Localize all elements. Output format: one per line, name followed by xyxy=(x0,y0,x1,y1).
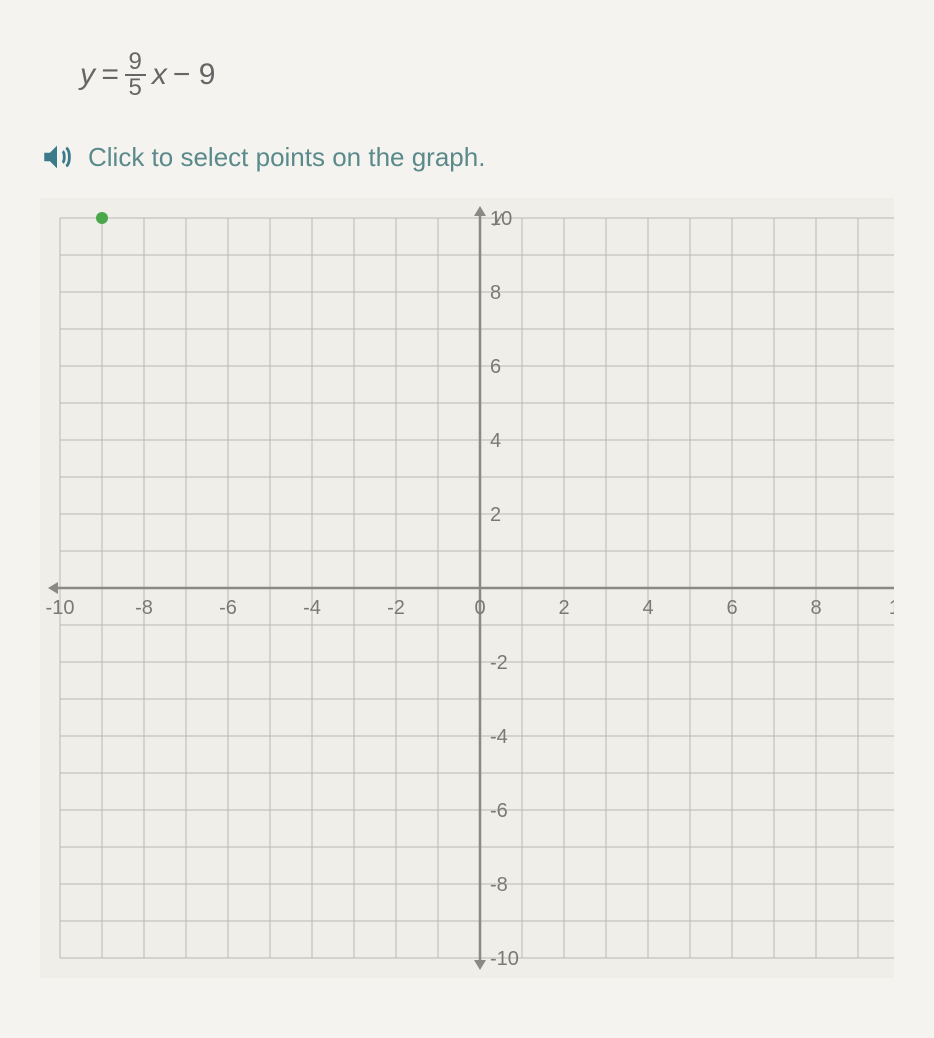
fraction-denominator: 5 xyxy=(125,76,146,100)
y-axis-label: y xyxy=(493,209,503,226)
y-tick-label: -8 xyxy=(490,874,508,896)
instruction-row: Click to select points on the graph. xyxy=(40,140,894,174)
x-tick-label: 4 xyxy=(642,597,653,619)
plotted-point[interactable] xyxy=(96,212,108,224)
y-tick-label: -6 xyxy=(490,800,508,822)
y-tick-label: 8 xyxy=(490,282,501,304)
y-tick-label: -4 xyxy=(490,726,508,748)
equation-lhs: y xyxy=(80,58,95,92)
x-tick-label: -10 xyxy=(46,597,75,619)
equation-var: x xyxy=(152,58,167,92)
speaker-icon[interactable] xyxy=(40,140,74,174)
arrow-left-icon xyxy=(48,582,58,594)
x-tick-label: -8 xyxy=(135,597,153,619)
x-tick-label: 8 xyxy=(810,597,821,619)
x-tick-label: 0 xyxy=(474,597,485,619)
y-tick-label: 4 xyxy=(490,430,501,452)
arrow-up-icon xyxy=(474,206,486,216)
y-tick-label: 6 xyxy=(490,356,501,378)
y-tick-label: -10 xyxy=(490,948,519,970)
y-tick-label: -2 xyxy=(490,652,508,674)
instruction-text: Click to select points on the graph. xyxy=(88,142,485,173)
arrow-down-icon xyxy=(474,960,486,970)
coordinate-graph[interactable]: -10-8-6-4-20246810-10-8-6-4-2246810xy xyxy=(40,198,894,978)
x-tick-label: 6 xyxy=(726,597,737,619)
x-tick-label: -2 xyxy=(387,597,405,619)
equation-equals: = xyxy=(101,58,119,92)
x-tick-label: 10 xyxy=(889,597,894,619)
x-tick-label: -4 xyxy=(303,597,321,619)
y-tick-label: 2 xyxy=(490,504,501,526)
equation-tail: − 9 xyxy=(173,58,216,92)
fraction-numerator: 9 xyxy=(125,50,146,76)
equation-fraction: 9 5 xyxy=(125,50,146,100)
x-tick-label: 2 xyxy=(558,597,569,619)
equation: y = 9 5 x − 9 xyxy=(80,50,894,100)
x-tick-label: -6 xyxy=(219,597,237,619)
